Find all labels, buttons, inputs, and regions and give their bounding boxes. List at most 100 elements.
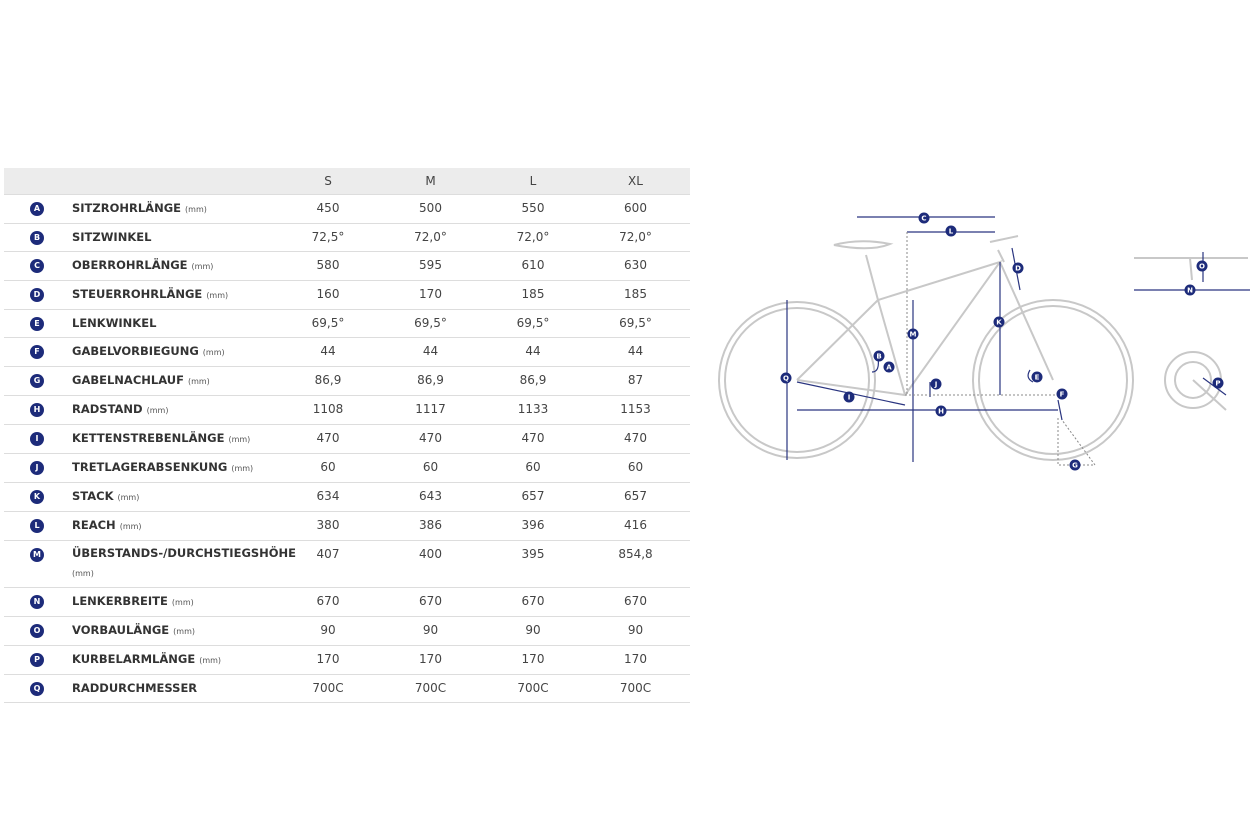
row-value: 700C — [619, 681, 652, 695]
row-unit: (mm) — [191, 262, 214, 271]
row-name: STEUERROHRLÄNGE (mm) — [72, 281, 272, 309]
row-label: REACH — [72, 518, 116, 532]
row-value: 72,5° — [311, 230, 345, 244]
row-letter: P — [30, 653, 44, 667]
row-label: LENKERBREITE — [72, 594, 168, 608]
row-value: 69,5° — [414, 316, 447, 330]
row-name: RADSTAND (mm) — [72, 396, 272, 424]
marker-label: N — [1187, 287, 1193, 295]
row-value: 185 — [521, 287, 545, 301]
table-row: P KURBELARMLÄNGE (mm) 170 170 170 170 — [4, 646, 690, 675]
row-value: 170 — [419, 652, 442, 666]
row-value: 170 — [419, 287, 442, 301]
marker-label: H — [938, 408, 944, 416]
table-row: C OBERROHRLÄNGE (mm) 580 595 610 630 — [4, 252, 690, 281]
row-value: 470 — [521, 431, 545, 445]
row-value: 643 — [419, 489, 442, 503]
row-value: 86,9 — [519, 373, 547, 387]
marker-dot — [1212, 377, 1224, 389]
row-name: OBERROHRLÄNGE (mm) — [72, 252, 272, 280]
row-unit: (mm) — [171, 598, 194, 607]
row-name: TRETLAGERABSENKUNG (mm) — [72, 454, 272, 482]
row-unit: (mm) — [117, 493, 140, 502]
row-label: VORBAULÄNGE — [72, 623, 170, 637]
bike-outline — [718, 235, 1248, 461]
row-value: 634 — [316, 489, 340, 503]
marker-label: P — [1215, 380, 1220, 388]
row-letter: O — [30, 624, 44, 638]
row-label: SITZROHRLÄNGE — [72, 201, 182, 215]
row-unit: (mm) — [187, 377, 210, 386]
marker-label: I — [848, 394, 851, 402]
row-label: GABELNACHLAUF — [72, 373, 184, 387]
column-header: S — [324, 174, 332, 188]
marker-label: G — [1072, 462, 1078, 470]
table-row: N LENKERBREITE (mm) 670 670 670 670 — [4, 588, 690, 617]
row-value: 670 — [624, 594, 647, 608]
row-value: 380 — [316, 518, 340, 532]
marker-dot — [1031, 371, 1043, 383]
row-label: KETTENSTREBENLÄNGE — [72, 431, 225, 445]
marker-dot — [1056, 388, 1068, 400]
marker-label: O — [1199, 263, 1205, 271]
row-value: 700C — [517, 681, 549, 695]
row-value: 470 — [419, 431, 442, 445]
row-label: STEUERROHRLÄNGE — [72, 287, 203, 301]
table-row: F GABELVORBIEGUNG (mm) 44 44 44 44 — [4, 338, 690, 367]
table-row: E LENKWINKEL 69,5° 69,5° 69,5° 69,5° — [4, 310, 690, 338]
row-value: 450 — [316, 201, 340, 215]
row-name: LENKERBREITE (mm) — [72, 588, 272, 616]
row-value: 386 — [419, 518, 442, 532]
row-value: 657 — [521, 489, 545, 503]
row-label: ÜBERSTANDS-/DURCHSTIEGSHÖHE — [72, 546, 297, 560]
marker-dot — [1069, 459, 1081, 471]
row-name: REACH (mm) — [72, 512, 272, 540]
marker-label: E — [1035, 374, 1040, 382]
table-row: B SITZWINKEL 72,5° 72,0° 72,0° 72,0° — [4, 224, 690, 252]
row-value: 60 — [525, 460, 541, 474]
row-name: KETTENSTREBENLÄNGE (mm) — [72, 425, 272, 453]
row-value: 470 — [624, 431, 647, 445]
row-value: 416 — [624, 518, 647, 532]
row-value: 44 — [422, 344, 439, 358]
row-name: ÜBERSTANDS-/DURCHSTIEGSHÖHE (mm) — [72, 541, 296, 587]
row-letter: B — [30, 231, 44, 245]
marker-label: L — [949, 228, 954, 236]
row-name: GABELVORBIEGUNG (mm) — [72, 338, 272, 366]
row-value: 170 — [521, 652, 545, 666]
marker-dot — [930, 378, 942, 390]
row-letter: N — [30, 595, 44, 609]
row-value: 407 — [316, 547, 340, 561]
marker-label: C — [921, 215, 926, 223]
row-value: 60 — [627, 460, 644, 474]
row-label: TRETLAGERABSENKUNG — [72, 460, 228, 474]
column-header: M — [425, 174, 436, 188]
marker-dot — [1012, 262, 1024, 274]
marker-dot — [780, 372, 792, 384]
table-row: A SITZROHRLÄNGE (mm) 450 500 550 600 — [4, 195, 690, 224]
row-value: 90 — [525, 623, 541, 637]
marker-label: A — [886, 364, 892, 372]
bike-diagram: AB C D E F G H I J K L M N O P Q — [718, 212, 1250, 471]
row-value: 60 — [320, 460, 336, 474]
row-value: 400 — [419, 547, 442, 561]
row-unit: (mm) — [199, 656, 222, 665]
row-name: SITZWINKEL — [72, 224, 272, 251]
row-name: LENKWINKEL — [72, 310, 272, 337]
row-letter: F — [30, 345, 44, 359]
table-row: J TRETLAGERABSENKUNG (mm) 60 60 60 60 — [4, 454, 690, 483]
row-label: GABELVORBIEGUNG — [72, 344, 199, 358]
row-value: 854,8 — [618, 547, 653, 561]
row-value: 600 — [624, 201, 647, 215]
table-row: Q RADDURCHMESSER 700C 700C 700C 700C — [4, 675, 690, 703]
row-letter: G — [30, 374, 44, 388]
marker-dot — [883, 361, 895, 373]
row-value: 69,5° — [619, 316, 652, 330]
table-row: D STEUERROHRLÄNGE (mm) 160 170 185 185 — [4, 281, 690, 310]
row-label: RADSTAND — [72, 402, 143, 416]
row-unit: (mm) — [146, 406, 169, 415]
row-value: 395 — [521, 547, 545, 561]
row-name: RADDURCHMESSER — [72, 675, 272, 702]
row-label: OBERROHRLÄNGE — [72, 258, 188, 272]
